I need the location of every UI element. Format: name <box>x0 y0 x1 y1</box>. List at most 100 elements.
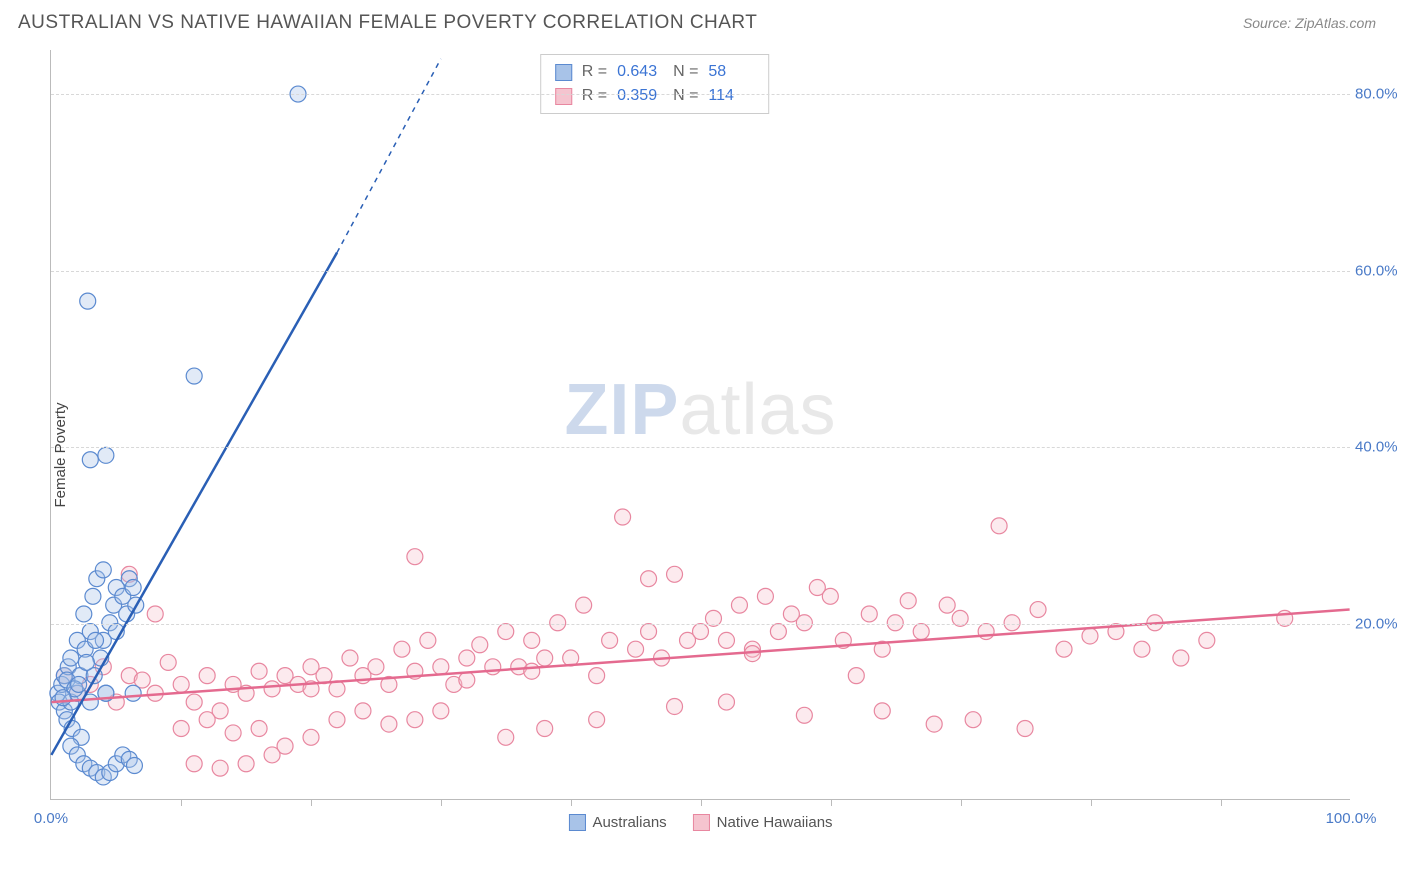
data-point-native_hawaiians <box>394 641 410 657</box>
data-point-native_hawaiians <box>355 703 371 719</box>
gridline <box>51 271 1350 272</box>
data-point-australians <box>98 447 114 463</box>
x-tick <box>181 799 182 806</box>
n-label: N = <box>673 84 698 108</box>
chart-container: Female Poverty ZIPatlas R = 0.643 N = 58… <box>0 40 1406 870</box>
data-point-australians <box>63 650 79 666</box>
data-point-native_hawaiians <box>848 668 864 684</box>
data-point-native_hawaiians <box>991 518 1007 534</box>
regression-line-dashed-australians <box>337 59 441 253</box>
data-point-native_hawaiians <box>667 566 683 582</box>
data-point-native_hawaiians <box>757 588 773 604</box>
data-point-native_hawaiians <box>472 637 488 653</box>
data-point-australians <box>55 690 71 706</box>
data-point-native_hawaiians <box>589 712 605 728</box>
data-point-native_hawaiians <box>641 624 657 640</box>
swatch-hawaiians-icon <box>693 814 710 831</box>
chart-title: AUSTRALIAN VS NATIVE HAWAIIAN FEMALE POV… <box>18 12 757 34</box>
x-tick <box>831 799 832 806</box>
data-point-native_hawaiians <box>693 624 709 640</box>
data-point-native_hawaiians <box>524 663 540 679</box>
data-point-australians <box>80 293 96 309</box>
data-point-native_hawaiians <box>433 703 449 719</box>
legend-label-hawaiians: Native Hawaiians <box>717 814 833 831</box>
r-value-australians: 0.643 <box>617 60 663 84</box>
data-point-native_hawaiians <box>173 676 189 692</box>
legend-row-australians: R = 0.643 N = 58 <box>555 60 755 84</box>
data-point-native_hawaiians <box>459 650 475 666</box>
r-value-hawaiians: 0.359 <box>617 84 663 108</box>
data-point-native_hawaiians <box>186 694 202 710</box>
r-label: R = <box>582 60 607 84</box>
data-point-native_hawaiians <box>939 597 955 613</box>
swatch-australians-icon <box>555 64 572 81</box>
data-point-australians <box>95 562 111 578</box>
data-point-australians <box>76 606 92 622</box>
y-tick-label: 80.0% <box>1355 86 1405 103</box>
data-point-native_hawaiians <box>199 712 215 728</box>
data-point-native_hawaiians <box>186 756 202 772</box>
data-point-native_hawaiians <box>900 593 916 609</box>
data-point-native_hawaiians <box>718 632 734 648</box>
x-tick <box>961 799 962 806</box>
data-point-native_hawaiians <box>238 756 254 772</box>
source-name: ZipAtlas.com <box>1295 15 1376 31</box>
data-point-native_hawaiians <box>420 632 436 648</box>
data-point-australians <box>125 580 141 596</box>
chart-header: AUSTRALIAN VS NATIVE HAWAIIAN FEMALE POV… <box>0 0 1406 40</box>
gridline <box>51 94 1350 95</box>
y-tick-label: 60.0% <box>1355 262 1405 279</box>
data-point-native_hawaiians <box>147 606 163 622</box>
data-point-native_hawaiians <box>1199 632 1215 648</box>
data-point-native_hawaiians <box>926 716 942 732</box>
data-point-native_hawaiians <box>407 712 423 728</box>
data-point-native_hawaiians <box>498 624 514 640</box>
data-point-native_hawaiians <box>342 650 358 666</box>
y-tick-label: 20.0% <box>1355 615 1405 632</box>
gridline <box>51 447 1350 448</box>
x-tick <box>571 799 572 806</box>
data-point-native_hawaiians <box>524 632 540 648</box>
data-point-native_hawaiians <box>731 597 747 613</box>
r-label: R = <box>582 84 607 108</box>
data-point-australians <box>125 685 141 701</box>
x-tick-label: 100.0% <box>1326 810 1377 827</box>
swatch-hawaiians-icon <box>555 88 572 105</box>
data-point-native_hawaiians <box>1173 650 1189 666</box>
data-point-native_hawaiians <box>1134 641 1150 657</box>
data-point-native_hawaiians <box>913 624 929 640</box>
data-point-native_hawaiians <box>433 659 449 675</box>
data-point-native_hawaiians <box>381 716 397 732</box>
chart-source: Source: ZipAtlas.com <box>1243 15 1376 31</box>
data-point-native_hawaiians <box>1030 602 1046 618</box>
data-point-native_hawaiians <box>212 760 228 776</box>
data-point-native_hawaiians <box>498 729 514 745</box>
data-point-australians <box>88 632 104 648</box>
data-point-native_hawaiians <box>225 725 241 741</box>
x-tick-label: 0.0% <box>34 810 68 827</box>
data-point-native_hawaiians <box>770 624 786 640</box>
data-point-native_hawaiians <box>485 659 501 675</box>
x-tick <box>701 799 702 806</box>
data-point-native_hawaiians <box>796 707 812 723</box>
data-point-native_hawaiians <box>1017 721 1033 737</box>
data-point-native_hawaiians <box>615 509 631 525</box>
data-point-native_hawaiians <box>173 721 189 737</box>
data-point-native_hawaiians <box>874 703 890 719</box>
x-tick <box>441 799 442 806</box>
legend-label-australians: Australians <box>592 814 666 831</box>
data-point-native_hawaiians <box>667 698 683 714</box>
n-label: N = <box>673 60 698 84</box>
data-point-native_hawaiians <box>602 632 618 648</box>
data-point-native_hawaiians <box>628 641 644 657</box>
data-point-native_hawaiians <box>407 549 423 565</box>
legend-row-hawaiians: R = 0.359 N = 114 <box>555 84 755 108</box>
data-point-native_hawaiians <box>576 597 592 613</box>
plot-area: ZIPatlas R = 0.643 N = 58 R = 0.359 N = … <box>50 50 1350 800</box>
data-point-native_hawaiians <box>1082 628 1098 644</box>
data-point-native_hawaiians <box>264 681 280 697</box>
data-point-australians <box>126 758 142 774</box>
x-tick <box>1221 799 1222 806</box>
n-value-australians: 58 <box>708 60 754 84</box>
data-point-native_hawaiians <box>641 571 657 587</box>
